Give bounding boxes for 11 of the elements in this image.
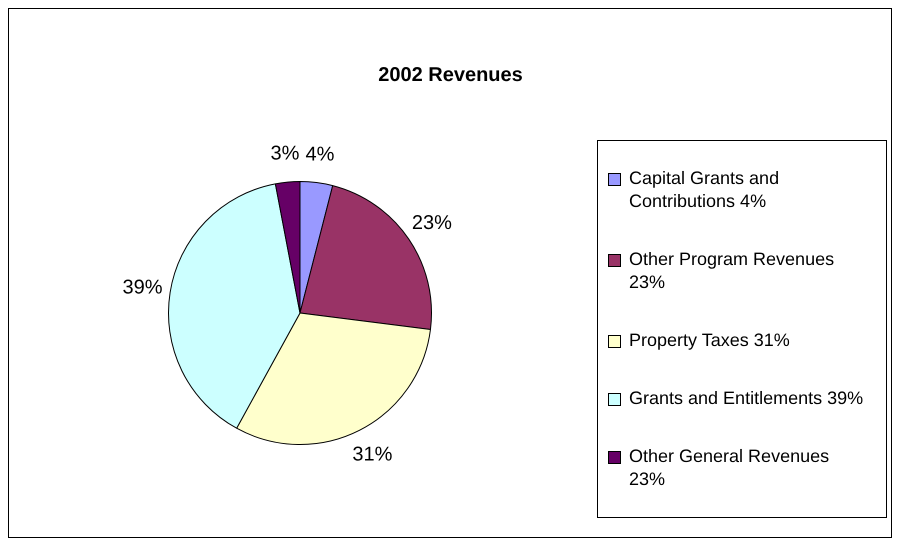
data-label: 31% (352, 444, 393, 466)
legend-label: Capital Grants and Contributions 4% (629, 166, 780, 213)
data-label: 39% (122, 276, 163, 299)
legend-label: Property Taxes 31% (629, 328, 791, 352)
data-label: 4% (306, 143, 335, 166)
data-label: 3% (270, 142, 300, 165)
legend-label: Grants and Entitlements 39% (629, 387, 864, 410)
legend-label: Other Program Revenues 23% (629, 248, 836, 294)
data-label: 23% (412, 212, 452, 234)
chart-title: 2002 Revenues (377, 64, 524, 87)
legend-label: Other General Revenues 23% (629, 445, 830, 492)
